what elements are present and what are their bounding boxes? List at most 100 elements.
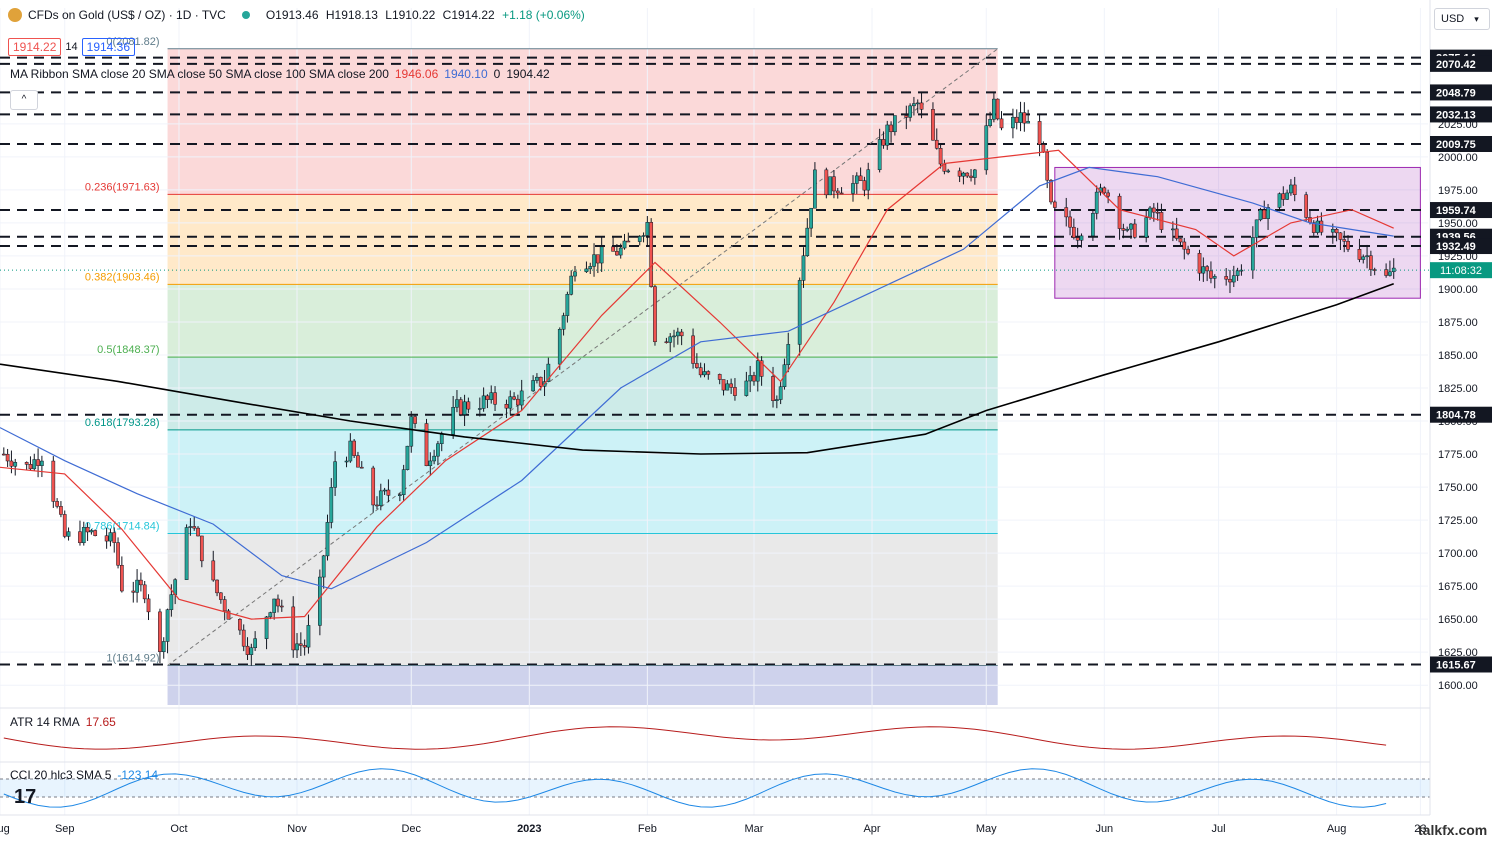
candle-body bbox=[877, 139, 882, 170]
bid-price[interactable]: 1914.22 bbox=[8, 38, 62, 56]
candle-body bbox=[485, 395, 490, 400]
candle-body bbox=[481, 395, 486, 409]
atr-legend[interactable]: ATR 14 RMA 17.65 bbox=[10, 715, 116, 729]
candle-body bbox=[1330, 229, 1335, 233]
horizontal-levels bbox=[0, 56, 1428, 666]
x-tick-label: 23 bbox=[1414, 823, 1426, 835]
candle-body bbox=[436, 443, 440, 457]
candle-body bbox=[912, 103, 916, 107]
fib-label: 1(1614.92) bbox=[106, 652, 159, 664]
candle-body bbox=[904, 115, 909, 118]
watermark: talkfx.com bbox=[1418, 822, 1488, 838]
indicator-panes: 20.000.00 bbox=[0, 707, 1498, 816]
candle-body bbox=[241, 629, 246, 647]
candle-body bbox=[302, 645, 307, 648]
y-tick-label: 1825.00 bbox=[1438, 383, 1478, 395]
candle-body bbox=[1357, 249, 1362, 260]
candle-body bbox=[988, 119, 992, 126]
fib-trendline bbox=[167, 48, 998, 666]
candle-body bbox=[626, 240, 631, 243]
candle-body bbox=[653, 286, 657, 343]
candle-body bbox=[451, 407, 456, 435]
symbol-title[interactable]: CFDs on Gold (US$ / OZ) · 1D · TVC bbox=[28, 8, 226, 22]
y-tick-label: 1975.00 bbox=[1438, 185, 1478, 197]
candle-body bbox=[116, 542, 120, 566]
candle-body bbox=[1125, 228, 1130, 231]
change-value: +1.18 (+0.06%) bbox=[502, 8, 585, 22]
x-tick-label: Feb bbox=[638, 823, 657, 835]
candle-body bbox=[78, 531, 82, 544]
candle-body bbox=[28, 464, 33, 470]
candle-body bbox=[835, 190, 840, 194]
candle-body bbox=[1151, 207, 1156, 213]
candle-body bbox=[706, 371, 711, 375]
candle-body bbox=[146, 598, 151, 613]
candle-body bbox=[1068, 216, 1072, 228]
fib-zone bbox=[167, 533, 998, 666]
candle-body bbox=[1262, 209, 1267, 219]
cci-value: -123.14 bbox=[117, 768, 159, 782]
level-price-tag bbox=[1430, 656, 1492, 673]
currency-selector[interactable]: USD ▾ bbox=[1434, 8, 1490, 30]
y-tick-label: 1950.00 bbox=[1438, 218, 1478, 230]
candle-body bbox=[493, 392, 497, 405]
level-price-label: 1615.67 bbox=[1436, 659, 1476, 671]
candle-body bbox=[565, 294, 570, 316]
candle-body bbox=[995, 98, 1000, 120]
x-tick-label: Dec bbox=[401, 823, 421, 835]
candle-body bbox=[1334, 229, 1339, 234]
candle-body bbox=[1228, 278, 1232, 283]
x-tick-label: Mar bbox=[745, 823, 764, 835]
cci-label: CCI 20 hlc3 SMA 5 bbox=[10, 768, 112, 782]
candle-body bbox=[104, 535, 109, 542]
tradingview-logo[interactable]: 17 bbox=[14, 786, 37, 808]
ma-ribbon-legend[interactable]: MA Ribbon SMA close 20 SMA close 50 SMA … bbox=[10, 67, 550, 81]
candle-body bbox=[108, 532, 113, 542]
candle-body bbox=[972, 169, 977, 178]
x-tick-label: Aug bbox=[0, 823, 10, 835]
collapse-legend-button[interactable]: ^ bbox=[10, 90, 38, 110]
candle-body bbox=[801, 255, 806, 281]
x-tick-label: Jul bbox=[1212, 823, 1226, 835]
candle-body bbox=[851, 183, 855, 194]
candle-body bbox=[1106, 192, 1110, 197]
candle-body bbox=[1388, 271, 1392, 276]
candle-body bbox=[1369, 255, 1373, 270]
candle-body bbox=[1224, 276, 1229, 280]
candle-body bbox=[828, 176, 832, 196]
ask-price[interactable]: 1914.36 bbox=[81, 38, 136, 56]
candle-body bbox=[211, 560, 216, 581]
candle-body bbox=[1311, 222, 1316, 233]
y-tick-label: 1675.00 bbox=[1438, 581, 1478, 593]
candle-body bbox=[1026, 121, 1031, 124]
candle-body bbox=[584, 268, 589, 273]
candle-body bbox=[1148, 207, 1152, 218]
candle-body bbox=[1338, 232, 1343, 240]
candle-body bbox=[1155, 211, 1160, 214]
candle-body bbox=[329, 487, 334, 523]
candle-body bbox=[512, 396, 516, 400]
candle-body bbox=[192, 526, 197, 529]
candle-body bbox=[992, 98, 996, 120]
candle-body bbox=[1384, 269, 1388, 276]
candle-body bbox=[592, 254, 596, 267]
level-price-label: 2048.79 bbox=[1436, 87, 1476, 99]
candle-body bbox=[462, 401, 467, 415]
x-tick-label: May bbox=[976, 823, 997, 835]
y-tick-label: 2000.00 bbox=[1438, 152, 1478, 164]
cci-line bbox=[3, 768, 1387, 808]
open-value: O1913.46 bbox=[265, 8, 319, 22]
candle-body bbox=[142, 584, 147, 600]
candle-body bbox=[439, 434, 444, 444]
candle-body bbox=[291, 606, 296, 651]
sma-line bbox=[0, 149, 1394, 620]
level-price-label: 2009.75 bbox=[1436, 139, 1476, 151]
candle-body bbox=[276, 598, 280, 607]
cci-legend[interactable]: CCI 20 hlc3 SMA 5 -123.14 bbox=[10, 768, 158, 782]
candle-body bbox=[561, 315, 566, 330]
candle-body bbox=[771, 376, 775, 401]
candle-body bbox=[733, 387, 737, 396]
candle-body bbox=[1018, 112, 1023, 123]
candle-body bbox=[698, 367, 703, 376]
